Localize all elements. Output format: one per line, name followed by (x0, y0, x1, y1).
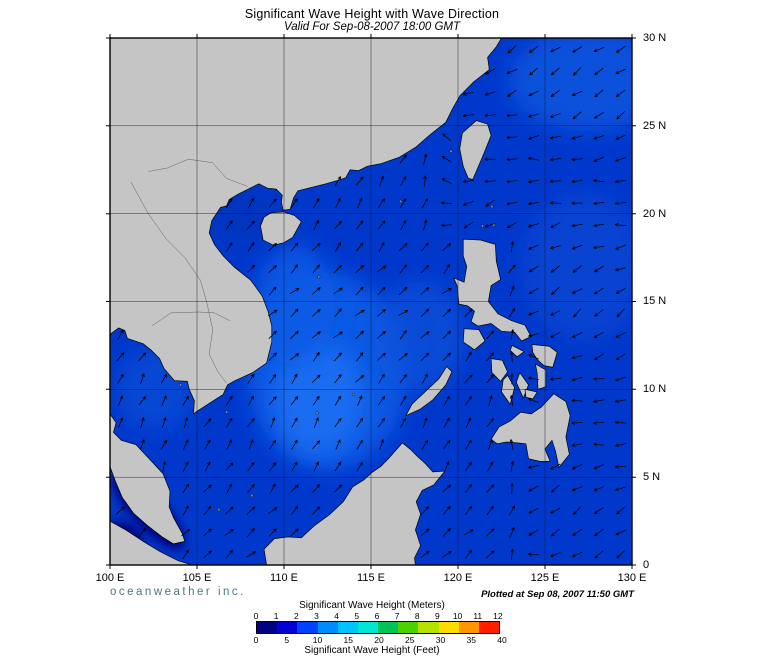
legend-feet-tick-row: 0 5 10 15 20 25 30 35 40 (253, 635, 507, 645)
wave-map-svg (106, 34, 636, 569)
map-canvas (106, 34, 636, 569)
colorbar-cell (458, 622, 479, 633)
colorbar-cell (438, 622, 459, 633)
page-title: Significant Wave Height with Wave Direct… (244, 7, 500, 21)
wave-height-colorbar (256, 621, 500, 634)
plotted-timestamp: Plotted at Sep 08, 2007 11:50 GMT (481, 589, 634, 600)
colorbar-cell (257, 622, 278, 633)
colorbar-cell (277, 622, 298, 633)
longitude-axis: 100 E 105 E 110 E 115 E 120 E 125 E 130 E (95, 572, 647, 584)
colorbar-cell (378, 622, 399, 633)
colorbar-cell (357, 622, 379, 633)
legend-meters-label: Significant Wave Height (Meters) (299, 600, 445, 611)
colorbar-cell (297, 622, 318, 633)
colorbar-cell (418, 622, 439, 633)
colorbar-cell (398, 622, 419, 633)
legend-feet-label: Significant Wave Height (Feet) (304, 645, 440, 656)
colorbar-cell (317, 622, 338, 633)
valid-time-subtitle: Valid For Sep-08-2007 18:00 GMT (284, 21, 460, 33)
colorbar-cell (478, 622, 500, 633)
branding-text: oceanweather inc. (110, 586, 246, 598)
legend-meters-tick-row: 0 1 2 3 4 5 6 7 8 9 10 11 12 (253, 611, 503, 621)
colorbar-cell (337, 622, 358, 633)
